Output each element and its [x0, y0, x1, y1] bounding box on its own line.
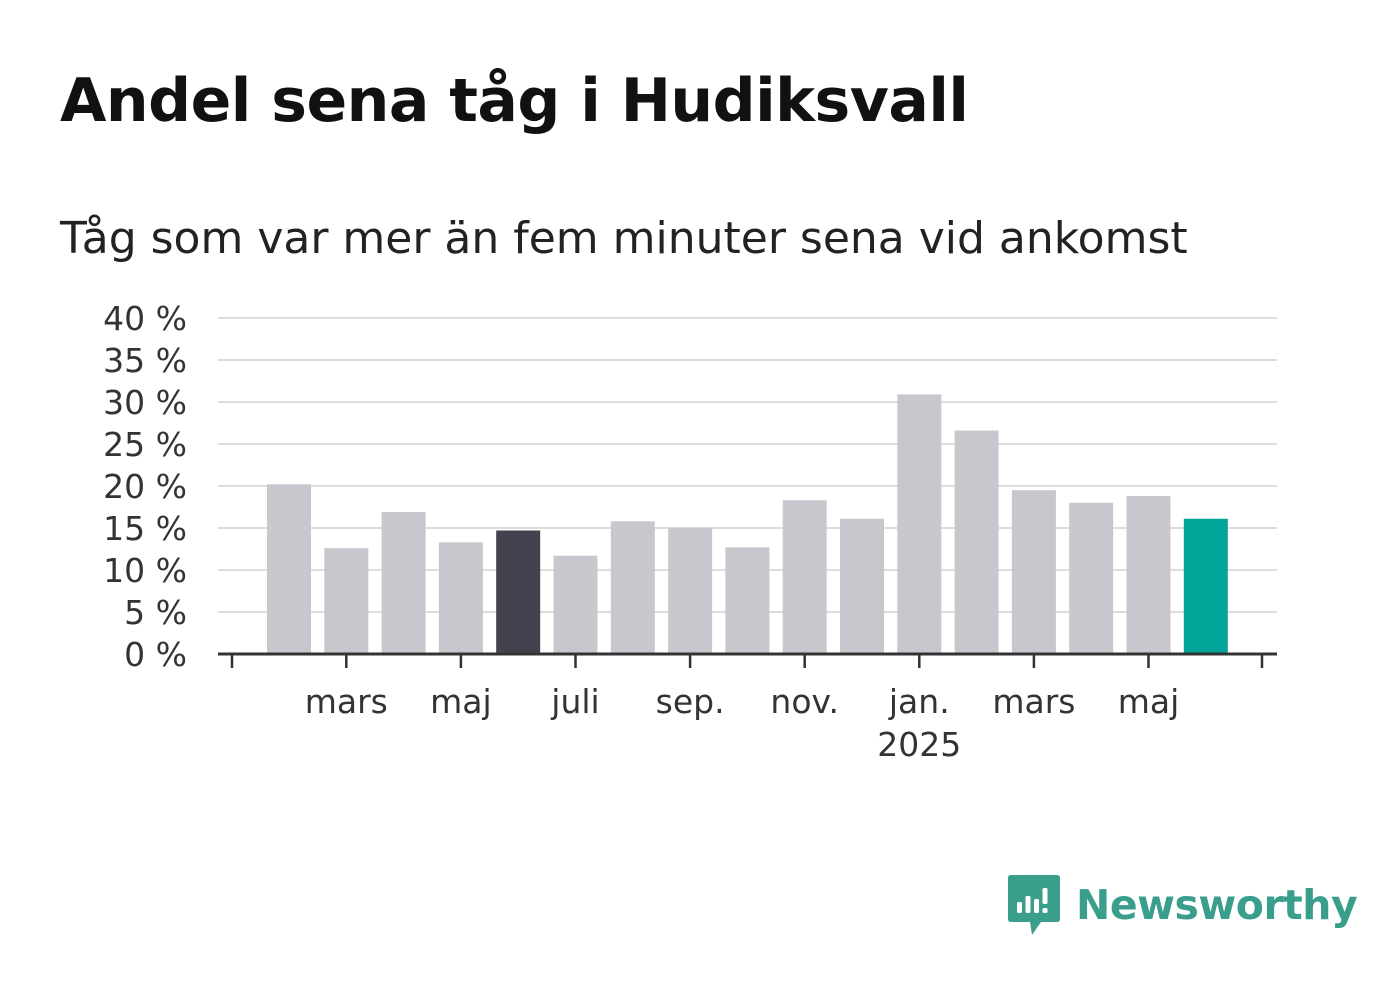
x-tick-label: maj — [1118, 682, 1180, 721]
bar — [1183, 518, 1228, 654]
y-tick-label: 40 % — [103, 299, 187, 338]
bar — [954, 430, 999, 654]
newsworthy-logo-icon — [1008, 875, 1060, 935]
bar — [496, 530, 541, 654]
bar — [840, 518, 884, 654]
bar — [668, 528, 713, 654]
x-tick-label: sep. — [656, 682, 725, 721]
bar — [267, 484, 311, 654]
chart-title: Andel sena tåg i Hudiksvall — [60, 66, 969, 136]
y-tick-label: 10 % — [103, 551, 187, 590]
bar — [381, 512, 426, 654]
chart-subtitle: Tåg som var mer än fem minuter sena vid … — [60, 213, 1188, 264]
y-tick-label: 15 % — [103, 509, 187, 548]
bar — [1069, 502, 1114, 654]
bar — [1126, 496, 1171, 654]
bars — [267, 394, 1228, 654]
tick-labels: 0 %5 %10 %15 %20 %25 %30 %35 %40 % mars ma… — [103, 299, 1179, 764]
y-tick-label: 0 % — [124, 635, 187, 674]
y-tick-label: 35 % — [103, 341, 187, 380]
x-tick-label: mars — [305, 682, 388, 721]
x-tick-label: mars — [992, 682, 1075, 721]
bar — [610, 521, 655, 654]
bar — [725, 547, 770, 654]
brand-logo[interactable]: Newsworthy — [1008, 875, 1358, 935]
x-tick-label: maj — [430, 682, 492, 721]
y-tick-label: 25 % — [103, 425, 187, 464]
y-tick-label: 30 % — [103, 383, 187, 422]
x-tick-label: jan. — [888, 682, 950, 721]
bar — [897, 394, 942, 654]
gridlines — [218, 317, 1277, 613]
bar — [553, 555, 598, 654]
brand-name: Newsworthy — [1076, 881, 1358, 929]
y-tick-label: 20 % — [103, 467, 187, 506]
bar — [1011, 490, 1056, 654]
bar — [324, 548, 369, 654]
bar — [782, 500, 827, 654]
axes — [218, 652, 1277, 668]
x-tick-label: juli — [550, 682, 599, 721]
y-tick-label: 5 % — [124, 593, 187, 632]
x-tick-year-label: 2025 — [877, 725, 961, 764]
bar — [438, 542, 483, 654]
x-tick-label: nov. — [770, 682, 839, 721]
